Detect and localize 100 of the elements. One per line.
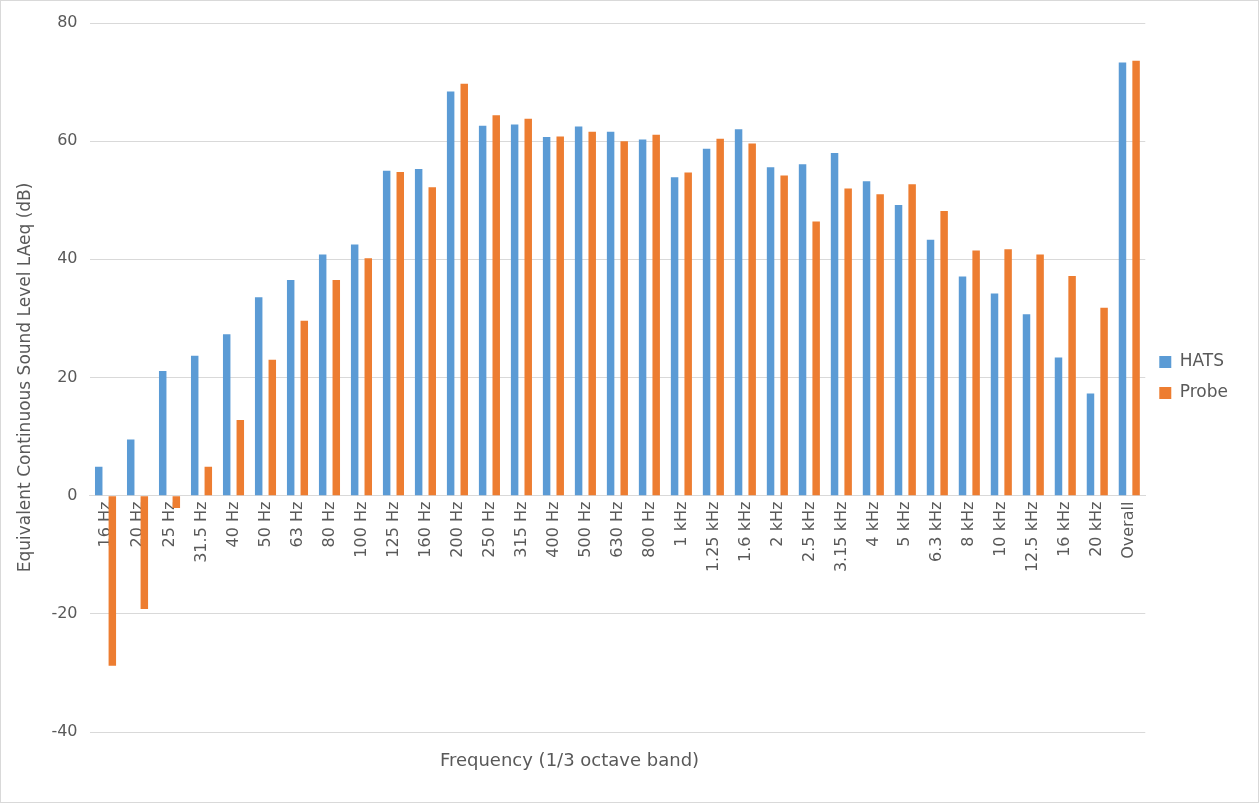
bar xyxy=(702,148,711,496)
bar xyxy=(414,168,423,496)
bar xyxy=(926,239,935,496)
bar xyxy=(588,131,596,496)
bar xyxy=(236,420,245,496)
y-tick-label: 0 xyxy=(67,484,78,504)
bar xyxy=(1068,275,1076,496)
bar xyxy=(1086,393,1095,496)
x-tick-label: 8 kHz xyxy=(958,501,978,547)
y-tick-label: 60 xyxy=(57,130,78,150)
x-tick-label: 3.15 kHz xyxy=(830,501,850,573)
x-tick-label: 800 Hz xyxy=(638,501,658,558)
y-tick-label: 80 xyxy=(57,12,78,32)
y-tick-label: 20 xyxy=(57,366,78,386)
y-tick-label: 40 xyxy=(57,248,78,268)
bar xyxy=(670,177,679,496)
bar xyxy=(350,244,359,496)
bar xyxy=(460,83,468,496)
bar xyxy=(606,131,615,496)
bar xyxy=(780,175,788,496)
y-tick-label: -40 xyxy=(51,721,78,741)
bar xyxy=(940,210,948,496)
bar xyxy=(766,167,775,496)
y-axis-title: Equivalent Continuous Sound Level LAeq (dB) xyxy=(13,182,34,573)
bar xyxy=(492,115,500,496)
bar xyxy=(844,188,852,496)
bar xyxy=(1118,62,1127,496)
x-tick-label: 40 Hz xyxy=(222,501,242,548)
bar xyxy=(894,204,903,496)
x-tick-label: 50 Hz xyxy=(254,501,274,548)
legend-label: Probe xyxy=(1179,381,1229,402)
bar xyxy=(286,280,295,496)
bar xyxy=(318,254,327,496)
bar xyxy=(1132,60,1140,496)
bar xyxy=(300,320,309,496)
bar xyxy=(556,136,564,496)
x-tick-label: 315 Hz xyxy=(510,501,530,558)
x-tick-label: 80 Hz xyxy=(318,501,338,548)
legend-label: HATS xyxy=(1179,350,1225,371)
x-tick-label: 1.25 kHz xyxy=(702,501,722,573)
bar xyxy=(1004,249,1012,496)
x-tick-label: 160 Hz xyxy=(414,501,434,558)
bar xyxy=(254,297,263,496)
x-tick-label: 31.5 Hz xyxy=(190,501,210,563)
bar xyxy=(428,187,436,496)
x-tick-label: 400 Hz xyxy=(542,501,562,558)
x-axis-title: Frequency (1/3 octave band) xyxy=(438,749,701,770)
bar xyxy=(638,139,647,496)
bar xyxy=(734,129,743,496)
bar xyxy=(158,371,167,496)
bar xyxy=(574,126,583,496)
x-tick-label: 63 Hz xyxy=(286,501,306,548)
bar xyxy=(798,164,807,496)
bar xyxy=(204,466,213,496)
x-tick-label: 4 kHz xyxy=(862,501,882,547)
bar xyxy=(364,258,373,496)
bar xyxy=(1054,357,1063,496)
bar xyxy=(542,137,551,496)
bar xyxy=(812,221,820,496)
x-tick-label: 500 Hz xyxy=(574,501,594,558)
bar xyxy=(222,334,231,496)
bar xyxy=(1022,314,1031,496)
bar xyxy=(684,172,692,496)
bar xyxy=(620,141,628,496)
bar xyxy=(172,496,181,509)
x-tick-label: 2 kHz xyxy=(766,501,786,547)
x-tick-label: 1.6 kHz xyxy=(734,501,754,562)
bar xyxy=(524,118,532,496)
x-tick-label: 125 Hz xyxy=(382,501,402,558)
bar xyxy=(190,355,199,496)
x-tick-label: 10 kHz xyxy=(990,501,1010,557)
x-tick-label: 200 Hz xyxy=(446,501,466,558)
bar xyxy=(862,181,871,496)
bar xyxy=(268,359,277,496)
x-tick-label: 2.5 kHz xyxy=(798,501,818,562)
bar xyxy=(652,134,660,496)
bar xyxy=(748,143,756,496)
bar xyxy=(958,276,967,496)
x-tick-label: 16 kHz xyxy=(1054,501,1074,557)
y-tick-label: -20 xyxy=(51,602,78,622)
bar xyxy=(94,466,103,496)
bar xyxy=(108,496,117,666)
bar xyxy=(1036,254,1044,496)
bar xyxy=(876,194,884,496)
bar xyxy=(396,171,404,496)
bar xyxy=(140,496,149,610)
bar xyxy=(908,184,916,496)
bar xyxy=(332,280,341,496)
bar xyxy=(1100,307,1108,496)
bar xyxy=(972,250,980,496)
x-tick-label: 12.5 kHz xyxy=(1022,501,1042,573)
bar xyxy=(446,91,455,496)
x-tick-label: 1 kHz xyxy=(670,501,690,547)
bar xyxy=(510,124,519,496)
bar xyxy=(478,125,487,496)
bar xyxy=(716,138,724,496)
x-tick-label: 20 kHz xyxy=(1086,501,1106,557)
bar xyxy=(830,152,839,496)
x-tick-label: 6.3 kHz xyxy=(926,501,946,562)
bar xyxy=(990,293,999,496)
